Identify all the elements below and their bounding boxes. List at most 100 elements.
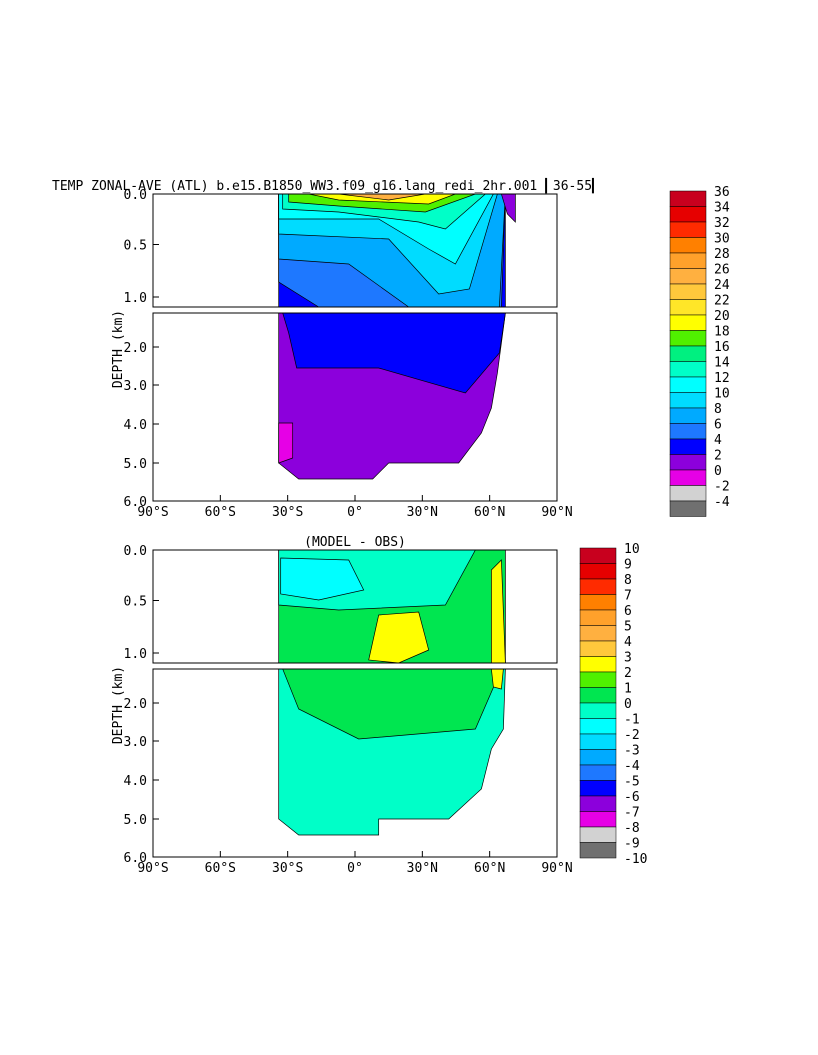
colorbar-label: -9: [624, 837, 640, 852]
colorbar-swatch: [579, 780, 617, 797]
colorbar-swatch: [669, 392, 707, 409]
colorbar-label: -10: [624, 852, 647, 867]
colorbar-swatch: [669, 190, 707, 207]
colorbar-swatch: [669, 345, 707, 362]
colorbar-label: -6: [624, 790, 640, 805]
colorbar-swatch: [669, 299, 707, 316]
colorbar-label: 18: [714, 325, 730, 340]
colorbar-swatch: [669, 206, 707, 223]
x-tick-label: 60°S: [205, 505, 236, 520]
x-tick-label: 90°N: [541, 505, 572, 520]
colorbar-label: 0: [714, 464, 722, 479]
diff-panel-title: (MODEL - OBS): [304, 535, 406, 550]
colorbar-label: -5: [624, 775, 640, 790]
y-tick-label: 6.0: [124, 851, 147, 866]
x-tick-label: 30°N: [407, 861, 438, 876]
colorbar-swatch: [669, 237, 707, 254]
colorbar-swatch: [579, 578, 617, 595]
colorbar-swatch: [669, 252, 707, 269]
colorbar-label: -7: [624, 806, 640, 821]
colorbar-label: 3: [624, 651, 632, 666]
colorbar-label: 22: [714, 294, 730, 309]
x-tick-label: 60°N: [474, 861, 505, 876]
colorbar-label: 20: [714, 309, 730, 324]
temp-layer-26: [338, 194, 426, 201]
temp-layer-2-north: [501, 194, 516, 223]
colorbar-label: 28: [714, 247, 730, 262]
colorbar-label: 9: [624, 558, 632, 573]
y-tick-label: 1.0: [124, 647, 147, 662]
diff-panel: 0.0 0.5 1.0 2.0 3.0 4.0 5.0 6.090°S 60°S 30°S 0° 30…: [111, 544, 573, 876]
colorbar-label: 32: [714, 216, 730, 231]
colorbar-label: 2: [624, 666, 632, 681]
y-tick-label: 3.0: [124, 379, 147, 394]
colorbar-label: 0: [624, 697, 632, 712]
colorbar-label: 1: [624, 682, 632, 697]
y-tick-label: 1.0: [124, 291, 147, 306]
colorbar-label: 8: [714, 402, 722, 417]
x-tick-label: 60°S: [205, 861, 236, 876]
colorbar-label: -2: [714, 480, 730, 495]
colorbar-swatch: [579, 764, 617, 781]
y-tick-label: 0.0: [124, 188, 147, 203]
colorbar-label: 8: [624, 573, 632, 588]
colorbar-label: 16: [714, 340, 730, 355]
colorbar-label: 5: [624, 620, 632, 635]
diff-layer-3-center: [368, 611, 430, 663]
colorbar-swatch: [669, 454, 707, 471]
colorbar-swatch: [579, 702, 617, 719]
y-tick-label: 5.0: [124, 457, 147, 472]
colorbar-label: 4: [624, 635, 632, 650]
colorbar-swatch: [669, 485, 707, 502]
temp-deep-0: [278, 422, 294, 464]
colorbar-label: -4: [624, 759, 640, 774]
colorbar-label: 30: [714, 232, 730, 247]
y-tick-label: 6.0: [124, 495, 147, 510]
colorbar-label: 24: [714, 278, 730, 293]
colorbar-swatch: [669, 361, 707, 378]
colorbar-swatch: [579, 625, 617, 642]
colorbar-swatch: [579, 733, 617, 750]
colorbar-swatch: [579, 842, 617, 859]
colorbar-swatch: [669, 423, 707, 440]
diff-layer-neg1: [280, 557, 365, 601]
temp-deep-4: [282, 313, 506, 394]
y-tick-label: 0.0: [124, 544, 147, 559]
colorbar-swatch: [579, 749, 617, 766]
temp-panel: 0.0 0.5 1.0 2.0 3.0 4.0 5.0 6.090°S 60°S 30°S 0° 30…: [111, 188, 573, 520]
colorbar-swatch: [579, 640, 617, 657]
colorbar-swatch: [669, 283, 707, 300]
colorbar-label: -1: [624, 713, 640, 728]
x-tick-label: 0°: [347, 505, 363, 520]
colorbar-swatch: [579, 718, 617, 735]
colorbar-label: 12: [714, 371, 730, 386]
y-tick-label: 4.0: [124, 774, 147, 789]
y-axis-label: DEPTH (km): [111, 666, 126, 744]
x-tick-label: 90°S: [137, 861, 168, 876]
colorbar-swatch: [669, 330, 707, 347]
upper-frame: [152, 549, 558, 664]
page-title: TEMP ZONAL-AVE (ATL) b.e15.B1850_WW3.f09…: [52, 177, 600, 194]
colorbar-label: 14: [714, 356, 730, 371]
colorbar-swatch: [669, 268, 707, 285]
x-tick-label: 0°: [347, 861, 363, 876]
y-tick-label: 3.0: [124, 735, 147, 750]
colorbar-label: -8: [624, 821, 640, 836]
colorbar-label: 26: [714, 263, 730, 278]
colorbar-swatch: [579, 594, 617, 611]
colorbar-label: 36: [714, 185, 730, 200]
diff-deep-1: [282, 669, 502, 740]
colorbar-label: 7: [624, 589, 632, 604]
colorbar-swatch: [579, 687, 617, 704]
y-tick-label: 0.5: [124, 595, 147, 610]
x-tick-label: 30°S: [272, 505, 303, 520]
colorbar-swatch: [669, 221, 707, 238]
colorbar-swatch: [669, 314, 707, 331]
y-axis-label: DEPTH (km): [111, 310, 126, 388]
colorbar-label: 10: [624, 542, 640, 557]
colorbar-swatch: [579, 671, 617, 688]
colorbar-swatch: [579, 811, 617, 828]
